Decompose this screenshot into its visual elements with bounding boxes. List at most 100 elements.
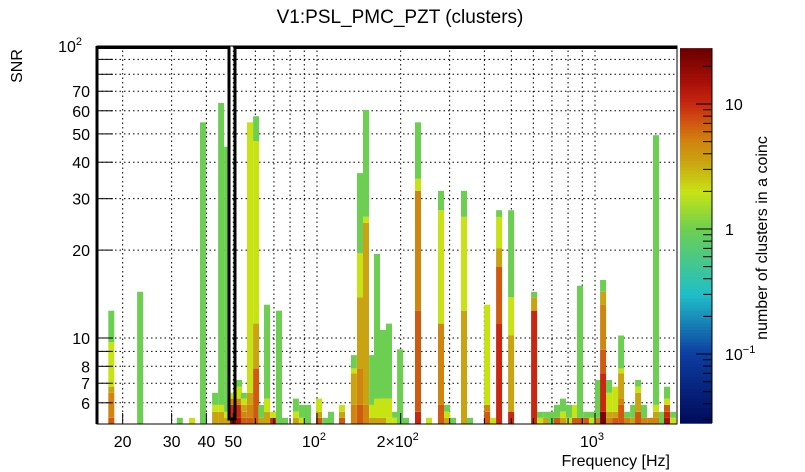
heatmap-cell bbox=[490, 417, 497, 425]
colorbar-segment bbox=[680, 351, 712, 355]
colorbar-segment bbox=[680, 360, 712, 365]
x-tick-label-exponent: 2 bbox=[413, 431, 419, 443]
heatmap-cell bbox=[531, 291, 538, 298]
colorbar-segment bbox=[680, 338, 712, 343]
colorbar-segment bbox=[680, 173, 712, 177]
heatmap-cell bbox=[374, 254, 380, 399]
colorbar-segment bbox=[680, 263, 712, 268]
heatmap-cell bbox=[322, 417, 329, 425]
colorbar-segment bbox=[680, 85, 712, 90]
y-tick-label: 102 bbox=[58, 36, 82, 56]
colorbar-segment bbox=[680, 79, 712, 84]
heatmap-cell bbox=[618, 335, 625, 369]
colorbar-segment bbox=[680, 160, 712, 165]
colorbar-segment bbox=[680, 391, 712, 396]
axis-ticks bbox=[97, 58, 596, 424]
colorbar-segment bbox=[680, 113, 712, 118]
heatmap-cell bbox=[467, 417, 473, 425]
chart-title: V1:PSL_PMC_PZT (clusters) bbox=[277, 7, 524, 28]
heatmap-cell bbox=[316, 417, 322, 425]
heatmap-cell bbox=[328, 411, 334, 425]
heatmap-cell bbox=[664, 386, 670, 399]
heatmap-cell bbox=[659, 411, 665, 425]
heatmap-cell bbox=[270, 411, 277, 418]
colorbar-segment bbox=[680, 73, 712, 77]
colorbar-segment bbox=[680, 179, 712, 184]
heatmap-cell bbox=[641, 404, 647, 418]
colorbar-segment bbox=[680, 329, 712, 334]
colorbar-segment bbox=[680, 185, 712, 190]
colorbar-segment bbox=[680, 91, 712, 96]
heatmap-cell bbox=[108, 417, 115, 425]
colorbar-segment bbox=[680, 273, 712, 277]
heatmap-cell bbox=[240, 392, 247, 399]
heatmap-cell bbox=[415, 122, 421, 179]
heatmap-cell bbox=[236, 398, 242, 405]
colorbar-segment bbox=[680, 129, 712, 134]
heatmap-cell bbox=[444, 404, 450, 412]
heatmap-cell bbox=[218, 404, 225, 412]
colorbar-segment bbox=[680, 116, 712, 121]
colorbar-segment bbox=[680, 219, 712, 224]
heatmap-cell bbox=[635, 392, 642, 412]
heatmap-cell bbox=[630, 404, 637, 418]
colorbar-segment bbox=[680, 298, 712, 302]
colorbar-segment bbox=[680, 260, 712, 265]
x-tick-label-base: 10 bbox=[302, 434, 320, 451]
colorbar-segment bbox=[680, 373, 712, 377]
colorbar-segment bbox=[680, 285, 712, 290]
heatmap-cell bbox=[647, 417, 654, 425]
heatmap-cell bbox=[218, 103, 225, 405]
colorbar-segment bbox=[680, 304, 712, 309]
heatmap-cell bbox=[363, 222, 369, 405]
heatmap-cell bbox=[392, 411, 399, 418]
colorbar-segment bbox=[680, 332, 712, 337]
colorbar-segment bbox=[680, 416, 712, 421]
colorbar-segment bbox=[680, 413, 712, 418]
colorbar-segment bbox=[680, 216, 712, 221]
colorbar-segment bbox=[680, 276, 712, 280]
colorbar-segment bbox=[680, 229, 712, 234]
heatmap-cell bbox=[264, 411, 270, 425]
heatmap-cell bbox=[600, 373, 607, 412]
heatmap-cell bbox=[224, 411, 231, 418]
y-tick-label: 8 bbox=[81, 359, 90, 376]
y-tick-label-base: 60 bbox=[72, 104, 90, 121]
heatmap-cells bbox=[108, 103, 677, 425]
heatmap-cell bbox=[299, 404, 305, 418]
heatmap-cell bbox=[461, 190, 467, 217]
y-tick-label: 20 bbox=[72, 243, 90, 260]
colorbar-segment bbox=[680, 94, 712, 99]
heatmap-cell bbox=[212, 411, 219, 425]
heatmap-cell bbox=[653, 417, 659, 425]
y-tick-label-base: 50 bbox=[72, 127, 90, 144]
heatmap-cell bbox=[618, 404, 625, 425]
colorbar-segment bbox=[680, 313, 712, 318]
colorbar-segment bbox=[680, 376, 712, 380]
colorbar-tick-label: 10−1 bbox=[725, 344, 755, 364]
colorbar-segment bbox=[680, 307, 712, 312]
colorbar-segment bbox=[680, 226, 712, 230]
heatmap-cell bbox=[386, 323, 392, 399]
heatmap-cell bbox=[137, 291, 144, 425]
colorbar-segment bbox=[680, 348, 712, 352]
heatmap-cell bbox=[350, 404, 357, 425]
heatmap-cell bbox=[282, 417, 288, 425]
heatmap-cell bbox=[386, 417, 392, 425]
y-tick-label-base: 10 bbox=[58, 39, 76, 56]
heatmap-cell bbox=[618, 368, 625, 374]
colorbar-segment bbox=[680, 144, 712, 149]
y-tick-label-base: 70 bbox=[72, 84, 90, 101]
x-tick-label: 20 bbox=[114, 434, 132, 451]
heatmap-cell bbox=[444, 417, 450, 425]
heatmap-cell bbox=[253, 368, 260, 425]
heatmap-cell bbox=[200, 122, 206, 425]
heatmap-cell bbox=[600, 304, 607, 350]
colorbar-segment bbox=[680, 341, 712, 346]
heatmap-cell bbox=[350, 373, 357, 405]
y-tick-label: 30 bbox=[72, 192, 90, 209]
x-tick-label: 103 bbox=[580, 431, 604, 451]
colorbar-segment bbox=[680, 288, 712, 293]
heatmap-cell bbox=[253, 116, 260, 141]
colorbar-segment bbox=[680, 188, 712, 193]
